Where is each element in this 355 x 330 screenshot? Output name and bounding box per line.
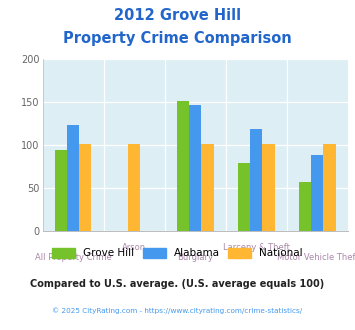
Bar xyxy=(189,105,201,231)
Bar xyxy=(311,155,323,231)
Text: Arson: Arson xyxy=(122,243,146,252)
Bar xyxy=(177,101,189,231)
Text: © 2025 CityRating.com - https://www.cityrating.com/crime-statistics/: © 2025 CityRating.com - https://www.city… xyxy=(53,307,302,314)
Text: All Property Crime: All Property Crime xyxy=(35,253,111,262)
Bar xyxy=(250,129,262,231)
Bar xyxy=(55,150,67,231)
Bar xyxy=(201,144,214,231)
Legend: Grove Hill, Alabama, National: Grove Hill, Alabama, National xyxy=(52,248,303,258)
Text: Larceny & Theft: Larceny & Theft xyxy=(223,243,290,252)
Bar xyxy=(128,144,140,231)
Bar xyxy=(238,163,250,231)
Text: Motor Vehicle Theft: Motor Vehicle Theft xyxy=(277,253,355,262)
Text: Compared to U.S. average. (U.S. average equals 100): Compared to U.S. average. (U.S. average … xyxy=(31,279,324,289)
Bar xyxy=(299,182,311,231)
Text: 2012 Grove Hill: 2012 Grove Hill xyxy=(114,8,241,23)
Bar xyxy=(323,144,336,231)
Bar xyxy=(67,125,79,231)
Bar xyxy=(79,144,92,231)
Bar xyxy=(262,144,275,231)
Text: Burglary: Burglary xyxy=(177,253,213,262)
Text: Property Crime Comparison: Property Crime Comparison xyxy=(63,31,292,46)
